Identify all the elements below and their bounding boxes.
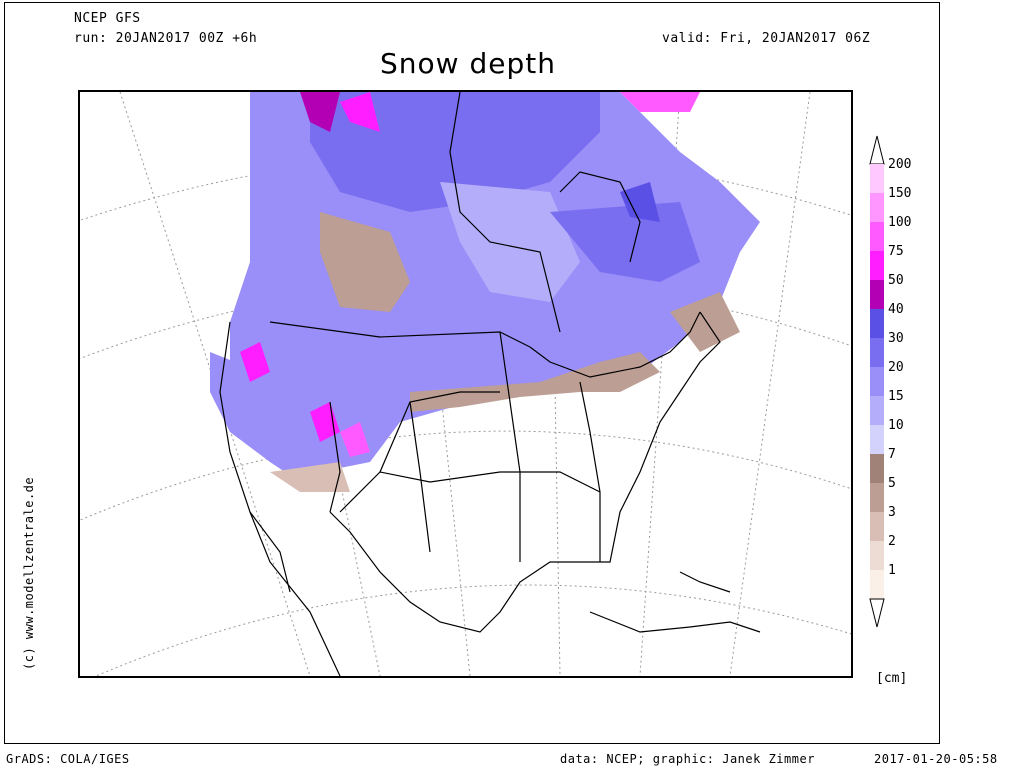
legend-top-arrow: [869, 135, 885, 165]
legend-label: 2: [888, 534, 896, 549]
map-title: Snow depth: [380, 47, 556, 80]
legend-label: 5: [888, 476, 896, 491]
legend-label: 30: [888, 331, 904, 346]
legend-swatch: [870, 338, 884, 367]
legend-swatch: [870, 454, 884, 483]
legend-swatch: [870, 483, 884, 512]
model-name: NCEP GFS: [74, 11, 141, 26]
legend-label: 50: [888, 273, 904, 288]
legend-swatch: [870, 512, 884, 541]
snow-depth-map: [78, 90, 853, 678]
political-boundaries: [219, 92, 761, 676]
legend-swatch: [870, 280, 884, 309]
legend-swatch: [870, 570, 884, 599]
vertical-credit: (c) www.modellzentrale.de: [22, 476, 36, 670]
legend-label: 20: [888, 360, 904, 375]
snow-cover: [210, 92, 760, 492]
legend-swatch: [870, 367, 884, 396]
legend-swatch: [870, 396, 884, 425]
legend-label: 150: [888, 186, 912, 201]
legend-label: 200: [888, 157, 912, 172]
legend-swatch: [870, 164, 884, 193]
legend-label: 7: [888, 447, 896, 462]
valid-time: valid: Fri, 20JAN2017 06Z: [662, 31, 871, 46]
legend-colorbar: [869, 135, 885, 628]
legend-swatch: [870, 309, 884, 338]
color-legend: 200 150 100 75 50 40 30 20 15 10 7 5 3 2 1: [868, 134, 988, 634]
legend-label: 40: [888, 302, 904, 317]
legend-label: 10: [888, 418, 904, 433]
legend-swatch: [870, 193, 884, 222]
legend-unit: [cm]: [876, 671, 908, 686]
legend-swatch: [870, 222, 884, 251]
legend-bottom-arrow: [869, 598, 885, 628]
outer-frame: [4, 2, 940, 744]
legend-swatch: [870, 251, 884, 280]
legend-swatch: [870, 541, 884, 570]
footer-grads: GrADS: COLA/IGES: [6, 752, 130, 766]
legend-swatch: [870, 425, 884, 454]
legend-label: 1: [888, 563, 896, 578]
run-time: run: 20JAN2017 00Z +6h: [74, 31, 258, 46]
footer-timestamp: 2017-01-20-05:58: [874, 752, 998, 766]
legend-label: 15: [888, 389, 904, 404]
footer-source: data: NCEP; graphic: Janek Zimmer: [560, 752, 815, 766]
legend-label: 75: [888, 244, 904, 259]
legend-label: 100: [888, 215, 912, 230]
map-canvas: [80, 92, 851, 676]
legend-label: 3: [888, 505, 896, 520]
